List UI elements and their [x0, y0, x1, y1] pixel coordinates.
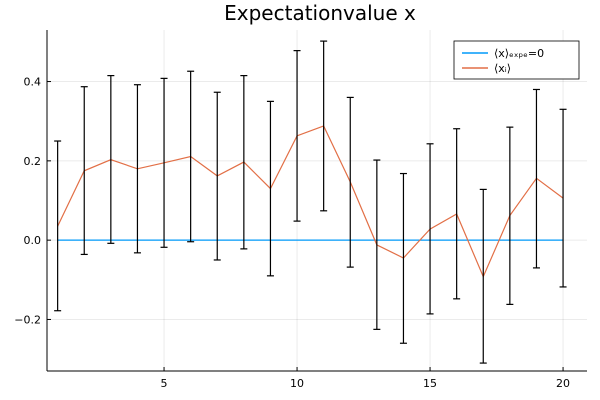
error-bar [187, 70, 195, 243]
error-bar [54, 140, 62, 312]
x-tick-label: 15 [423, 377, 437, 390]
chart-title: Expectationvalue x [224, 1, 416, 25]
grid [47, 30, 587, 371]
error-bar [426, 143, 434, 315]
error-bar [453, 128, 461, 300]
legend-box [453, 40, 580, 80]
error-bar [293, 50, 301, 222]
error-bar [213, 91, 221, 261]
tick-labels: 5 10 15 20 −0.2 0.0 0.2 0.4 [14, 76, 570, 390]
x-tick-label: 20 [556, 377, 570, 390]
error-bar [320, 40, 328, 212]
series-line-1 [57, 125, 564, 279]
y-tick-label: 0.2 [24, 155, 42, 168]
legend-label-0: ⟨x⟩ₑₓₚₑ=0 [494, 47, 544, 60]
error-bar [160, 77, 168, 248]
y-tick-label: 0.0 [24, 234, 42, 247]
error-bar [373, 159, 381, 330]
x-tick-label: 5 [161, 377, 168, 390]
error-bar [532, 88, 540, 269]
error-bar [266, 100, 274, 277]
error-bar [80, 86, 88, 256]
error-bar [133, 84, 141, 254]
error-bar [559, 108, 567, 288]
error-bar [346, 96, 354, 268]
error-bars [54, 40, 567, 364]
error-bar [399, 172, 407, 344]
error-bar [506, 126, 514, 305]
axes [46, 30, 587, 372]
error-bar [107, 74, 115, 244]
y-tick-label: 0.4 [24, 76, 42, 89]
legend: ⟨x⟩ₑₓₚₑ=0 ⟨xᵢ⟩ [453, 40, 580, 80]
x-tick-label: 10 [290, 377, 304, 390]
legend-label-1: ⟨xᵢ⟩ [494, 62, 511, 75]
error-bar [240, 74, 248, 250]
series [57, 125, 564, 279]
y-tick-label: −0.2 [14, 313, 41, 326]
error-bar [479, 188, 487, 364]
